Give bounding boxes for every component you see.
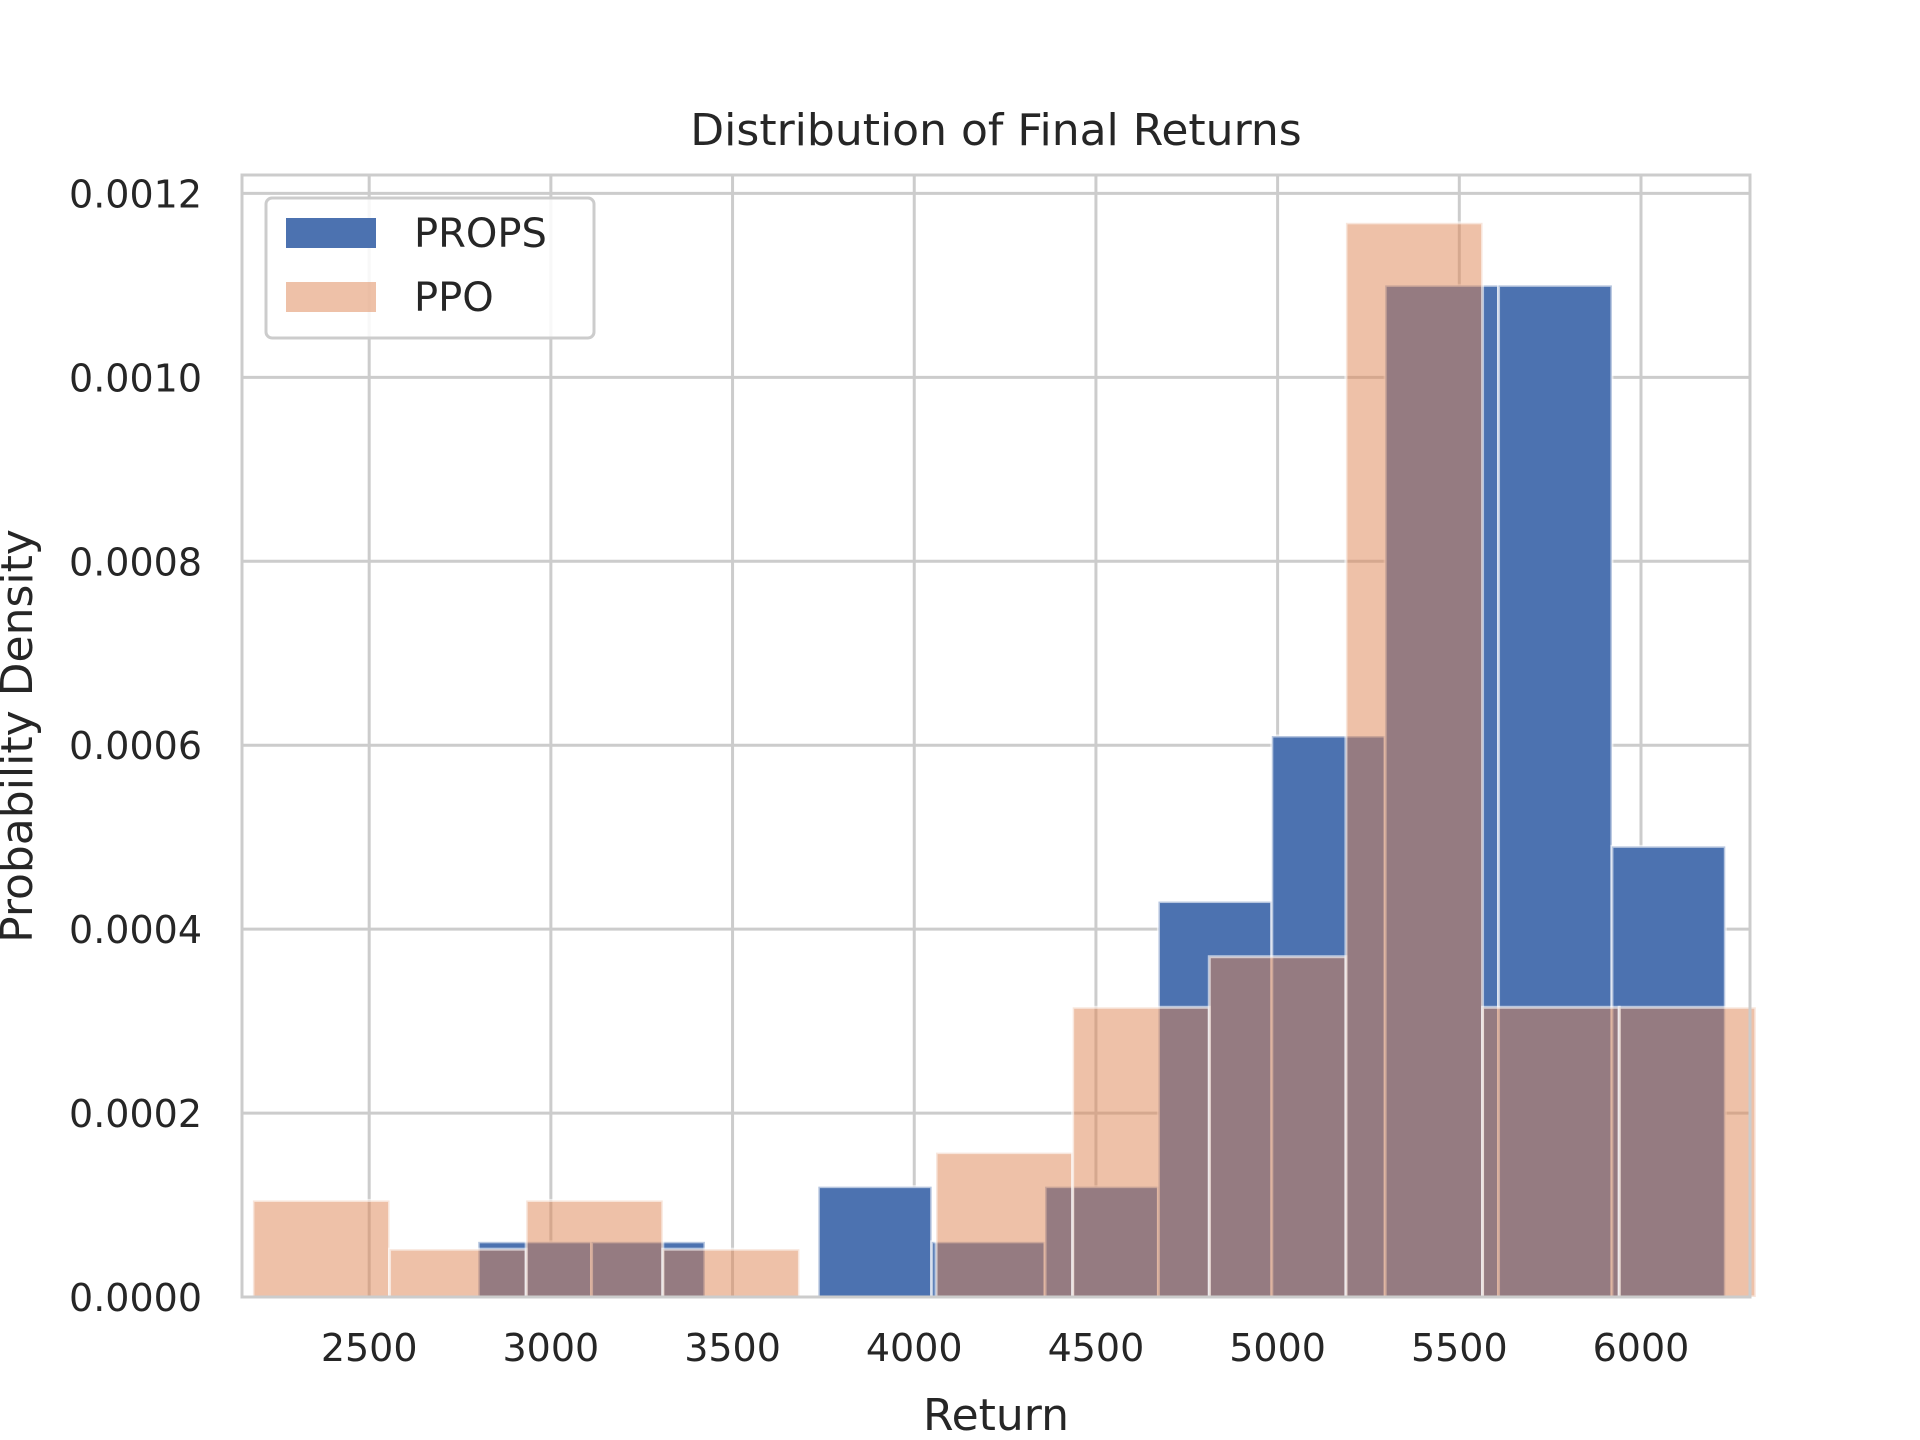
y-tick-labels: 0.0000 0.0002 0.0004 0.0006 0.0008 0.0010 0.00… (69, 172, 202, 1320)
legend-swatch-props (286, 218, 376, 248)
x-tick-label: 3500 (684, 1326, 781, 1370)
ppo-bar (251, 1198, 392, 1299)
ppo-bar (1481, 1005, 1621, 1299)
y-tick-label: 0.0012 (69, 172, 202, 216)
y-tick-label: 0.0008 (69, 540, 202, 584)
y-tick-label: 0.0004 (69, 908, 202, 952)
y-tick-label: 0.0002 (69, 1092, 202, 1136)
x-tick-label: 6000 (1593, 1326, 1690, 1370)
ppo-bar (388, 1247, 528, 1299)
chart-title: Distribution of Final Returns (690, 105, 1301, 156)
ppo-bar (1207, 955, 1348, 1299)
ppo-bar (1344, 221, 1485, 1299)
props-bar (816, 1185, 934, 1299)
legend-swatch-ppo (286, 282, 376, 312)
ppo-bar (661, 1247, 801, 1299)
ppo-bar (1071, 1005, 1211, 1299)
y-tick-label: 0.0006 (69, 724, 202, 768)
legend-label-props: PROPS (414, 211, 547, 257)
y-tick-label: 0.0000 (69, 1276, 202, 1320)
x-tick-label: 3000 (503, 1326, 600, 1370)
x-tick-label: 2500 (321, 1326, 418, 1370)
x-tick-labels: 2500 3000 3500 4000 4500 5000 5500 6000 (321, 1326, 1690, 1370)
x-axis-label: Return (923, 1390, 1069, 1440)
y-axis-label: Probability Density (0, 529, 43, 943)
plot-frame (240, 173, 1752, 1299)
x-tick-label: 5000 (1229, 1326, 1326, 1370)
legend: PROPS PPO (264, 196, 596, 340)
x-tick-label: 4500 (1048, 1326, 1145, 1370)
x-tick-label: 5500 (1411, 1326, 1508, 1370)
bars (251, 221, 1758, 1299)
x-tick-label: 4000 (866, 1326, 963, 1370)
ppo-bar (934, 1151, 1075, 1299)
ppo-bar (1617, 1005, 1758, 1299)
y-tick-label: 0.0010 (69, 356, 202, 400)
ppo-bar (524, 1198, 665, 1299)
legend-label-ppo: PPO (414, 275, 494, 321)
series-ppo (251, 221, 1758, 1299)
